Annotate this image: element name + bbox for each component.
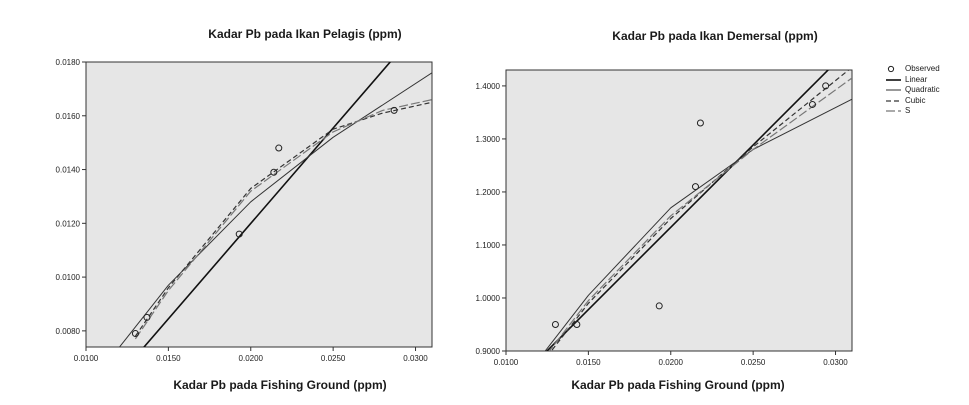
observed-point-demersal	[551, 320, 559, 328]
series-linear-pelagis	[142, 62, 392, 347]
legend-label-cubic: Cubic	[905, 95, 926, 105]
x-tick-label-pelagis: 0.0200	[239, 354, 264, 363]
quadratic-line-icon	[886, 86, 902, 94]
series-quadratic-pelagis	[118, 72, 432, 347]
y-tick-label-demersal: 1.2000	[476, 188, 501, 197]
y-tick-label-demersal: 1.1000	[476, 241, 501, 250]
series-cubic-demersal	[550, 70, 850, 351]
observed-point-pelagis	[235, 230, 243, 238]
observed-point-pelagis	[143, 313, 151, 321]
observed-point-demersal	[573, 320, 581, 328]
y-tick-label-pelagis: 0.0120	[56, 219, 81, 228]
observed-point-demersal	[696, 119, 704, 127]
chart-title-demersal: Kadar Pb pada Ikan Demersal (ppm)	[612, 29, 818, 43]
series-s-demersal	[548, 77, 852, 351]
y-tick-label-pelagis: 0.0140	[56, 166, 81, 175]
chart-pelagis: 0.0080 0.0100 0.0120 0.0140 0.0160 0.0180 0.01…	[56, 58, 433, 363]
chart-demersal: 0.9000 1.0000 1.1000 1.2000 1.3000 1.4000 0.01…	[476, 69, 853, 367]
x-tick-label-pelagis: 0.0150	[156, 354, 181, 363]
plot-area-pelagis	[85, 61, 433, 348]
legend-label-s: S	[905, 106, 911, 115]
x-tick-label-demersal: 0.0250	[741, 358, 766, 367]
series-quadratic-demersal	[544, 98, 852, 351]
fit-lines-pelagis	[118, 62, 432, 347]
legend-item-linear: Linear	[886, 75, 940, 86]
y-tick-label-pelagis: 0.0080	[56, 327, 81, 336]
x-axis-label-demersal: Kadar Pb pada Fishing Ground (ppm)	[571, 378, 785, 392]
observed-point-pelagis	[270, 168, 278, 176]
observed-point-demersal	[655, 302, 663, 310]
x-tick-label-demersal: 0.0150	[576, 358, 601, 367]
legend-item-quadratic: Quadratic	[886, 85, 940, 96]
series-s-pelagis	[134, 99, 432, 340]
observed-circle-icon	[886, 65, 902, 73]
legend-item-s: S	[886, 106, 940, 117]
legend-label-linear: Linear	[905, 74, 928, 84]
observed-point-demersal	[822, 82, 830, 90]
x-tick-label-pelagis: 0.0300	[403, 354, 428, 363]
plot-area-demersal	[505, 69, 853, 352]
observed-point-pelagis	[275, 144, 283, 152]
legend-label-observed: Observed	[905, 64, 940, 73]
series-linear-demersal	[545, 70, 830, 351]
legend-item-cubic: Cubic	[886, 96, 940, 107]
legend: Observed Linear Quadratic Cubic S	[886, 64, 940, 117]
y-tick-label-demersal: 1.3000	[476, 135, 501, 144]
y-tick-label-demersal: 1.4000	[476, 82, 501, 91]
x-tick-label-demersal: 0.0300	[823, 358, 848, 367]
y-tick-label-pelagis: 0.0100	[56, 273, 81, 282]
x-tick-label-pelagis: 0.0250	[321, 354, 346, 363]
observed-point-pelagis	[390, 106, 398, 114]
fit-lines-demersal	[544, 70, 852, 351]
x-tick-label-demersal: 0.0100	[494, 358, 519, 367]
series-cubic-pelagis	[134, 101, 432, 337]
observed-point-demersal	[691, 183, 699, 191]
y-tick-label-pelagis: 0.0160	[56, 112, 81, 121]
linear-line-icon	[886, 76, 902, 84]
cubic-line-icon	[886, 97, 902, 105]
observed-point-pelagis	[131, 330, 139, 338]
observed-point-demersal	[808, 100, 816, 108]
y-tick-label-pelagis: 0.0180	[56, 58, 81, 67]
chart-title-pelagis: Kadar Pb pada Ikan Pelagis (ppm)	[208, 27, 402, 41]
y-tick-label-demersal: 0.9000	[476, 347, 501, 356]
x-axis-label-pelagis: Kadar Pb pada Fishing Ground (ppm)	[173, 378, 387, 392]
x-tick-label-pelagis: 0.0100	[74, 354, 99, 363]
legend-label-quadratic: Quadratic	[905, 85, 940, 94]
x-tick-label-demersal: 0.0200	[659, 358, 684, 367]
legend-item-observed: Observed	[886, 64, 940, 75]
s-line-icon	[886, 107, 902, 115]
y-tick-label-demersal: 1.0000	[476, 294, 501, 303]
